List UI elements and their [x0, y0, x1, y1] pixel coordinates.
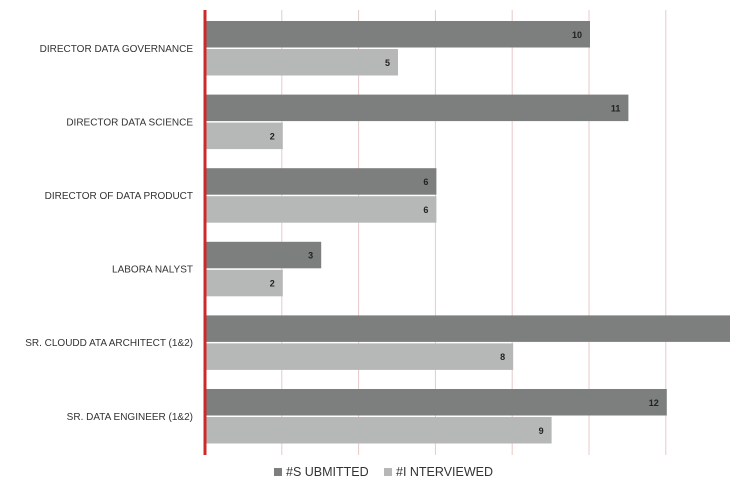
bar-i-nterviewed-labora-nalyst — [206, 269, 283, 297]
category-labels: DIRECTOR DATA GOVERNANCE DIRECTOR DATA SC… — [25, 44, 193, 423]
gridlines — [281, 10, 667, 455]
legend-label-i-nterviewed: #I NTERVIEWED — [396, 465, 493, 479]
bar-s-ubmitted-sr-data-engineer-1-2 — [206, 389, 667, 416]
bar-i-nterviewed-sr-cloudd-ata-architect-1-2 — [206, 343, 514, 370]
bar-s-ubmitted-sr-cloudd-ata-architect-1-2 — [206, 315, 730, 342]
category-label: DIRECTOR OF DATA PRODUCT — [45, 191, 193, 202]
legend-label-s-ubmitted: #S UBMITTED — [286, 465, 369, 479]
value-label: 10 — [572, 30, 582, 40]
value-label: 12 — [649, 398, 659, 408]
category-label: DIRECTOR DATA GOVERNANCE — [40, 44, 194, 55]
value-label: 8 — [500, 352, 505, 362]
value-label: 5 — [385, 58, 390, 68]
bars — [206, 21, 730, 444]
legend-swatch-s-ubmitted — [274, 468, 282, 476]
bar-s-ubmitted-director-data-science — [206, 94, 629, 122]
legend: #S UBMITTED #I NTERVIEWED — [274, 465, 493, 479]
category-label: SR. DATA ENGINEER (1&2) — [67, 412, 193, 423]
value-label: 6 — [423, 205, 428, 215]
value-label: 2 — [270, 131, 275, 141]
bar-i-nterviewed-director-data-governance — [206, 49, 398, 76]
value-label: 6 — [423, 177, 428, 187]
value-labels: 105112663218129 — [270, 30, 730, 436]
bar-i-nterviewed-director-of-data-product — [206, 196, 437, 223]
category-label: SR. CLOUDD ATA ARCHITECT (1&2) — [25, 338, 193, 349]
legend-swatch-i-nterviewed — [384, 468, 392, 476]
bar-s-ubmitted-labora-nalyst — [206, 241, 322, 269]
bar-i-nterviewed-sr-data-engineer-1-2 — [206, 417, 552, 444]
value-label: 3 — [308, 251, 313, 261]
value-label: 11 — [611, 103, 621, 113]
category-label: LABORA NALYST — [112, 265, 193, 276]
category-label: DIRECTOR DATA SCIENCE — [66, 117, 193, 128]
value-label: 9 — [539, 426, 544, 436]
bar-i-nterviewed-director-data-science — [206, 122, 283, 150]
bar-s-ubmitted-director-data-governance — [206, 21, 590, 48]
value-label: 2 — [270, 279, 275, 289]
bar-s-ubmitted-director-of-data-product — [206, 168, 437, 195]
